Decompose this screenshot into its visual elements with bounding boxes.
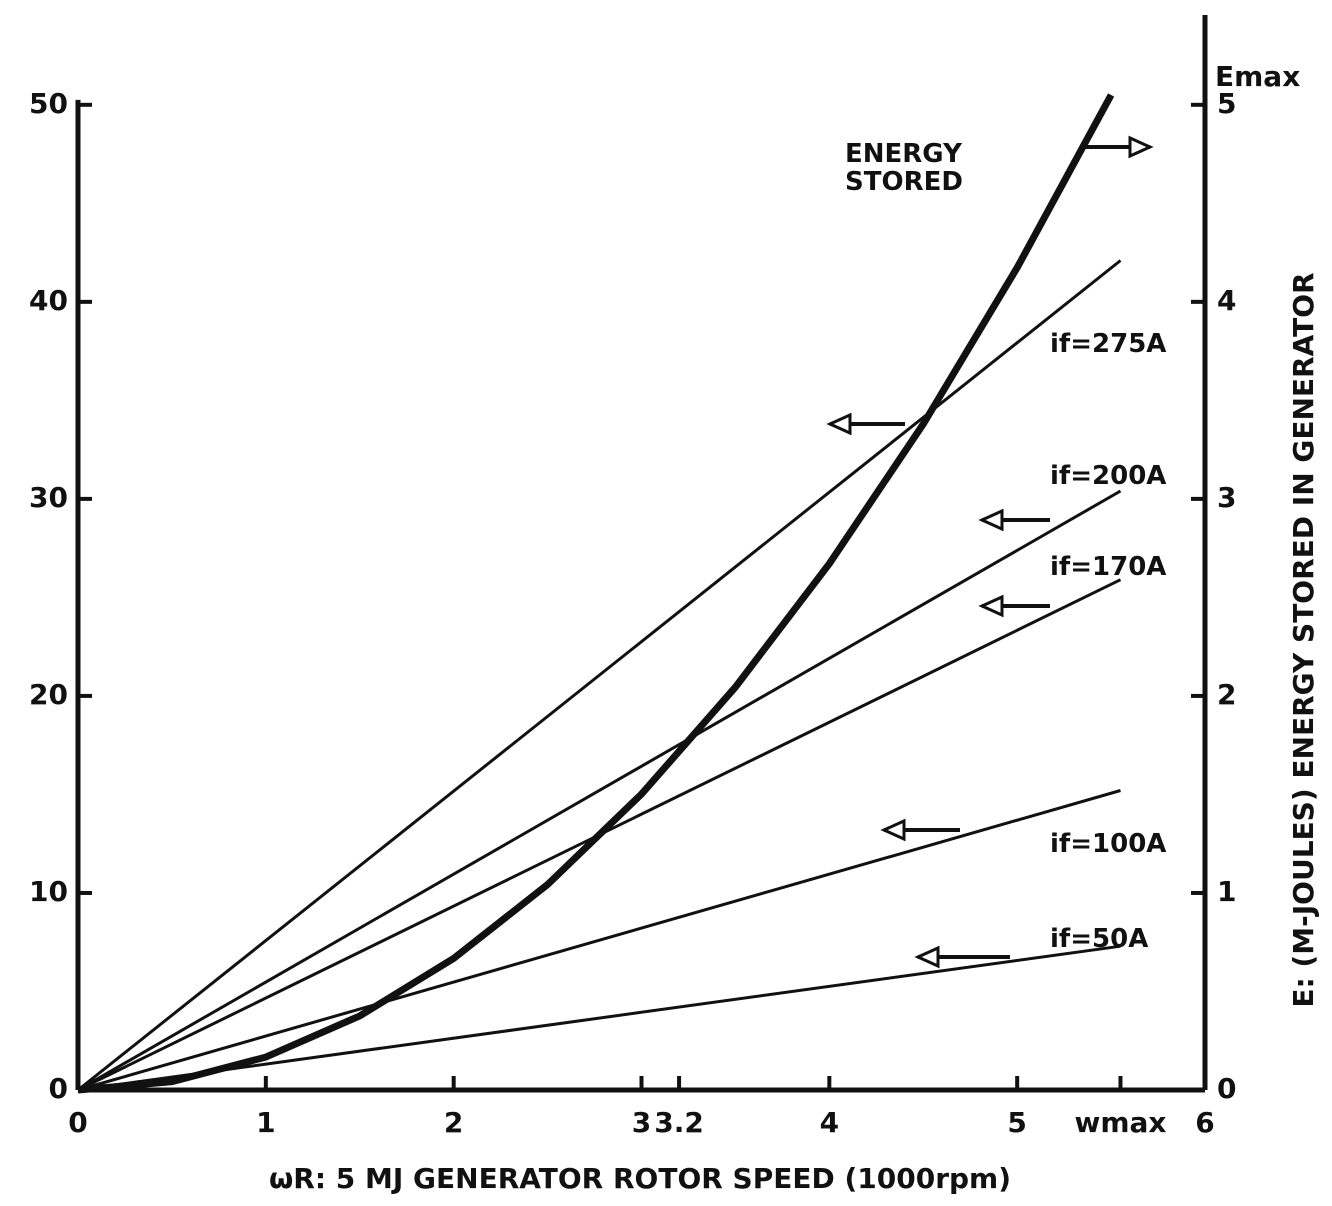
series-label: ENERGY STORED xyxy=(845,139,963,197)
x-tick-label: 3.2 xyxy=(654,1106,704,1139)
arrow-head xyxy=(880,818,906,842)
arrow-head xyxy=(978,594,1004,618)
series-line xyxy=(77,789,1121,1092)
y-tick-label: 50 xyxy=(29,87,68,120)
x-tick-label: 1 xyxy=(256,1106,275,1139)
y-tick-label: 40 xyxy=(29,284,68,317)
y-tick-label: 20 xyxy=(29,678,68,711)
x-tick-label: wmax xyxy=(1074,1106,1166,1139)
series-line xyxy=(77,489,1122,1092)
y2-tick-label: 2 xyxy=(1217,678,1236,711)
x-tick-label: 6 xyxy=(1195,1106,1214,1139)
y-tick-label: 10 xyxy=(29,875,68,908)
series-line xyxy=(77,944,1121,1092)
x-tick-label: 4 xyxy=(820,1106,839,1139)
series-label: if=170A xyxy=(1050,552,1167,582)
series-label: if=275A xyxy=(1050,329,1167,359)
x-axis-label: ωR: 5 MJ GENERATOR ROTOR SPEED (1000rpm) xyxy=(269,1162,1011,1195)
arrow-head xyxy=(1128,135,1154,159)
series-line xyxy=(77,578,1122,1092)
x-tick-label: 0 xyxy=(68,1106,87,1139)
x-tick-label: 3 xyxy=(632,1106,651,1139)
series-line xyxy=(77,93,1115,1094)
y2-tick-label: 0 xyxy=(1217,1072,1236,1105)
y2-tick-label: 3 xyxy=(1217,481,1236,514)
annotation: Emax xyxy=(1215,60,1300,93)
arrow-head xyxy=(826,412,852,436)
y2-tick-label: 4 xyxy=(1217,284,1236,317)
x-tick-label: 5 xyxy=(1007,1106,1026,1139)
y-tick-label: 30 xyxy=(29,481,68,514)
series-label: if=50A xyxy=(1050,924,1149,954)
arrow-head xyxy=(914,945,940,969)
y-tick-label: 0 xyxy=(49,1072,68,1105)
y2-axis-label: E: (M-JOULES) ENERGY STORED IN GENERATOR xyxy=(1287,272,1320,1007)
series-line xyxy=(77,259,1122,1092)
x-tick-label: 2 xyxy=(444,1106,463,1139)
series-label: if=100A xyxy=(1050,829,1167,859)
arrow-head xyxy=(978,508,1004,532)
series-label: if=200A xyxy=(1050,461,1167,491)
y2-tick-label: 1 xyxy=(1217,875,1236,908)
y2-tick-label: 5 xyxy=(1217,87,1236,120)
